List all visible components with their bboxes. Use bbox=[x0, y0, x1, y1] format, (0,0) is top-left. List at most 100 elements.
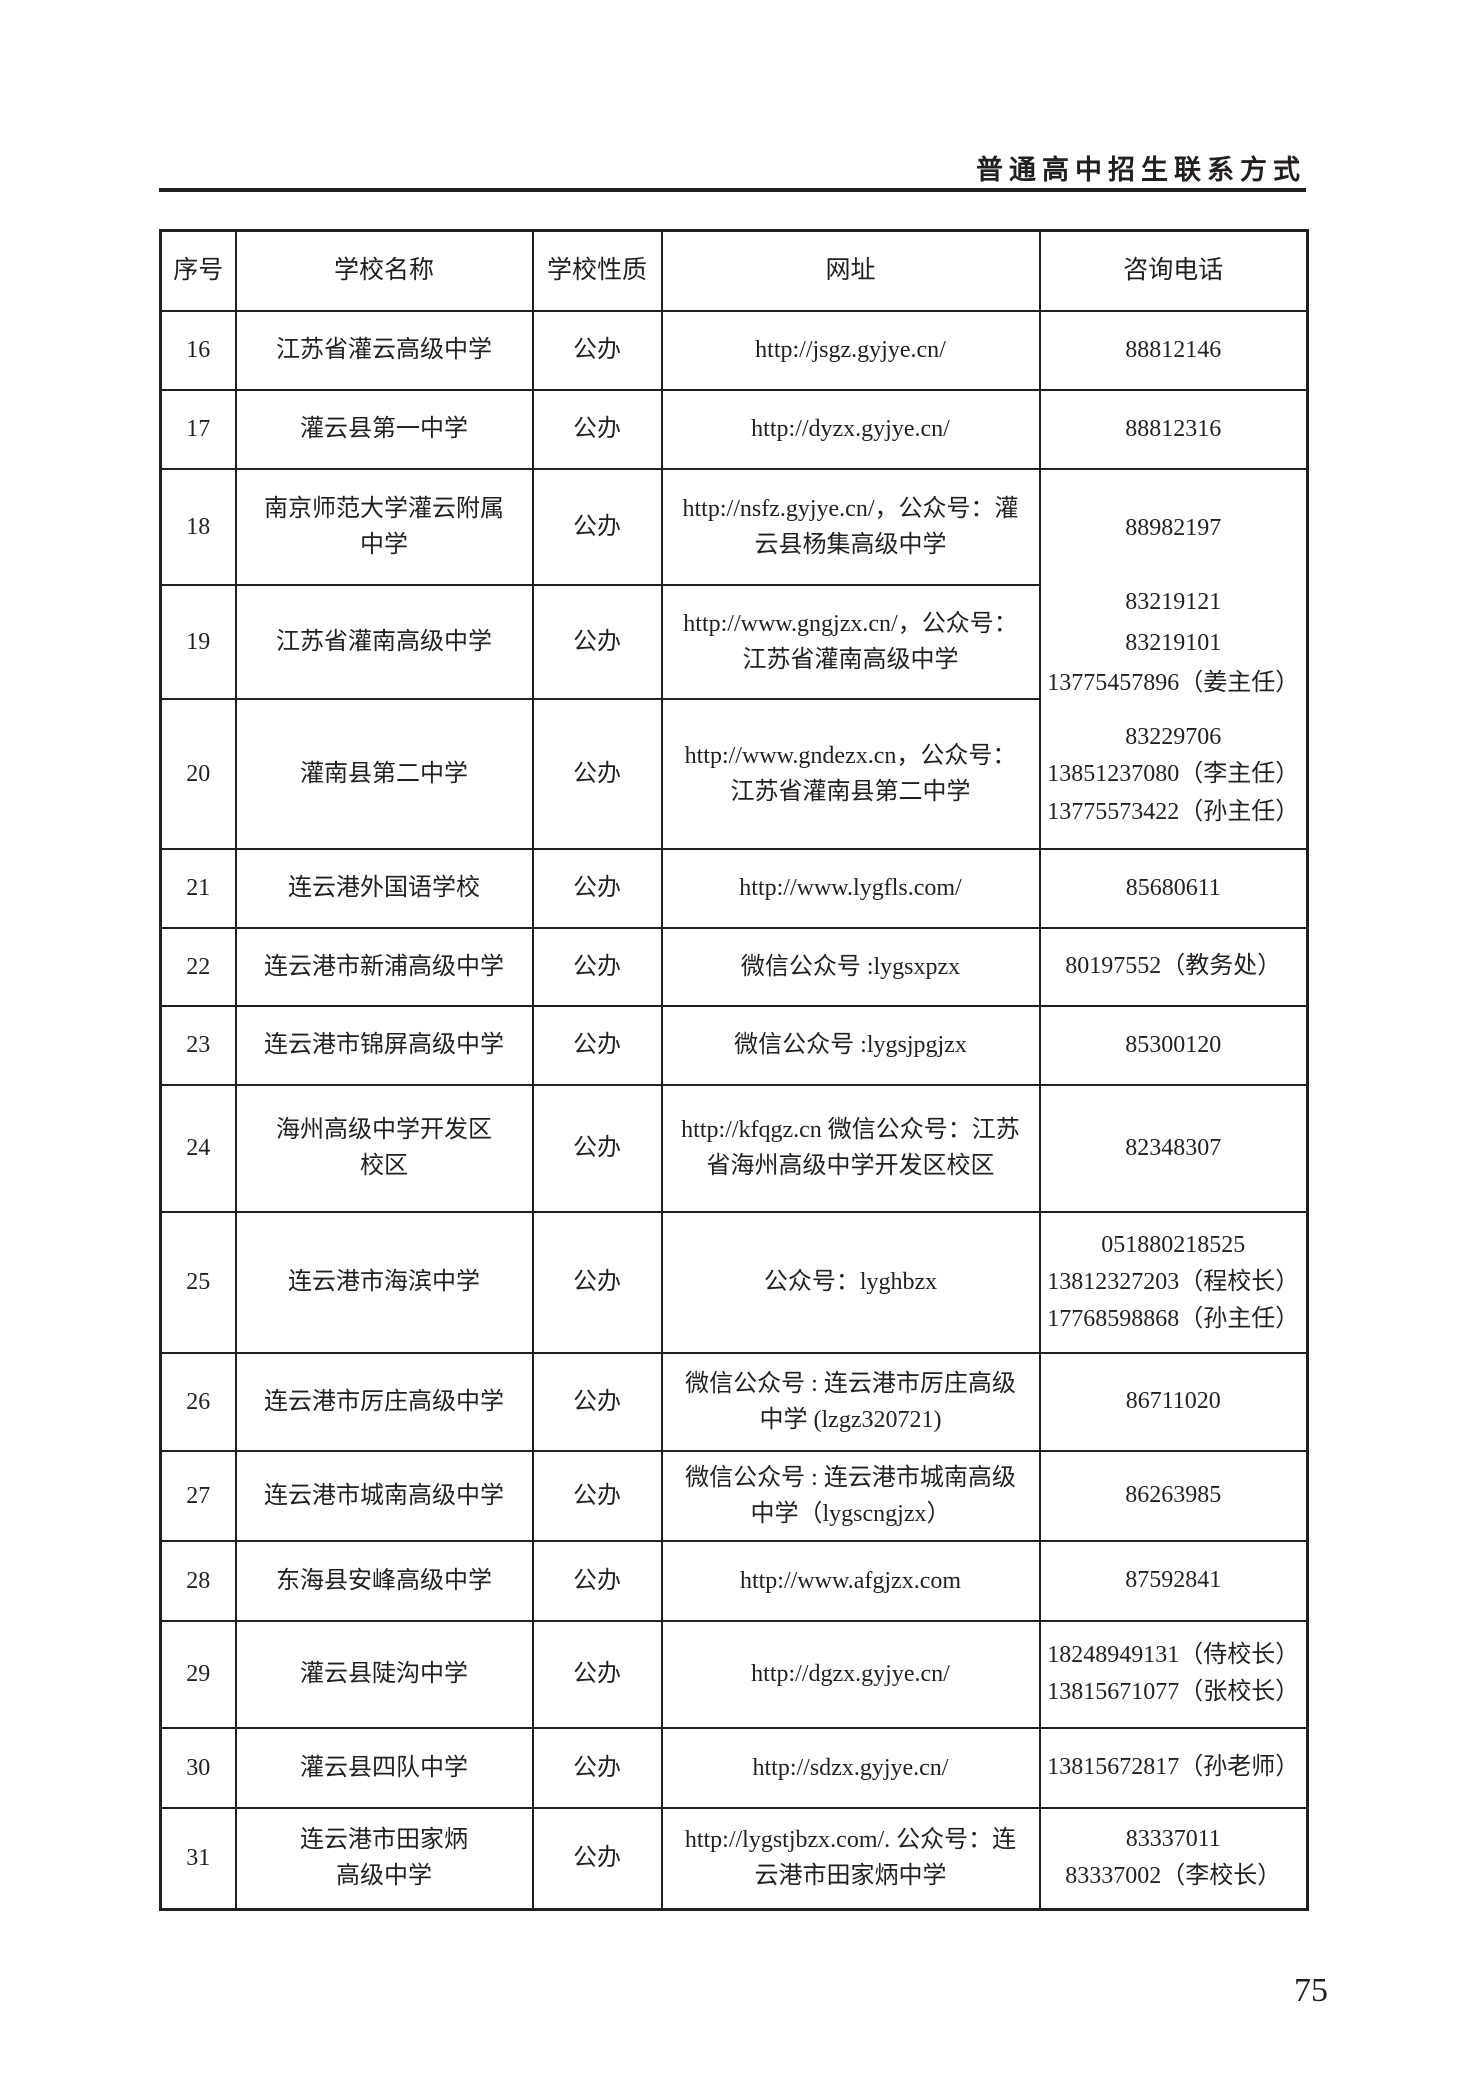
cell-type: 公办 bbox=[531, 697, 663, 850]
cell-phone: 85680611 bbox=[1038, 847, 1309, 929]
cell-type: 公办 bbox=[531, 1449, 663, 1542]
cell-no: 20 bbox=[159, 697, 237, 850]
cell-phone-merged: 88982197 83219121 83219101 13775457896（姜主任）… bbox=[1038, 467, 1309, 850]
cell-type: 公办 bbox=[531, 309, 663, 391]
cell-type: 公办 bbox=[531, 1539, 663, 1622]
cell-phone: 18248949131（侍校长） 13815671077（张校长） bbox=[1038, 1619, 1309, 1729]
cell-type: 公办 bbox=[531, 1726, 663, 1809]
phone-line: 85300120 bbox=[1125, 1031, 1222, 1058]
cell-no: 18 bbox=[159, 467, 237, 586]
phone-line: 13815671077（张校长） bbox=[1047, 1679, 1300, 1705]
phone-line: 83219101 bbox=[1125, 629, 1222, 656]
phone-line: 13775573422（孙主任） bbox=[1047, 798, 1300, 825]
cell-phone: 80197552（教务处） bbox=[1038, 926, 1309, 1007]
cell-type: 公办 bbox=[531, 1083, 663, 1213]
cell-name: 连云港市新浦高级中学 bbox=[234, 926, 534, 1007]
cell-url: http://dyzx.gyjye.cn/ bbox=[660, 388, 1041, 470]
cell-no: 30 bbox=[159, 1726, 237, 1809]
phone-line: 83337011 bbox=[1125, 1826, 1221, 1853]
table-row: 23 连云港市锦屏高级中学 公办 微信公众号 :lygsjpgjzx 85300120 bbox=[159, 1004, 1309, 1086]
cell-name: 连云港市锦屏高级中学 bbox=[234, 1004, 534, 1086]
cell-phone: 88812146 bbox=[1038, 309, 1309, 391]
cell-name: 连云港市海滨中学 bbox=[234, 1210, 534, 1354]
cell-name: 连云港市田家炳 高级中学 bbox=[234, 1806, 534, 1911]
cell-no: 24 bbox=[159, 1083, 237, 1213]
cell-name: 江苏省灌云高级中学 bbox=[234, 309, 534, 391]
cell-type: 公办 bbox=[531, 467, 663, 586]
cell-no: 25 bbox=[159, 1210, 237, 1354]
cell-type: 公办 bbox=[531, 388, 663, 470]
cell-type: 公办 bbox=[531, 1004, 663, 1086]
cell-no: 19 bbox=[159, 583, 237, 700]
table-row: 25 连云港市海滨中学 公办 公众号：lyghbzx 051880218525 13812… bbox=[159, 1210, 1309, 1354]
phone-line: 051880218525 bbox=[1101, 1231, 1246, 1258]
table-row: 17 灌云县第一中学 公办 http://dyzx.gyjye.cn/88812316 bbox=[159, 388, 1309, 470]
table-header-row: 序号 学校名称 学校性质 网址 咨询电话 bbox=[159, 229, 1309, 312]
cell-no: 27 bbox=[159, 1449, 237, 1542]
cell-url: http://kfqgz.cn 微信公众号：江苏 省海州高级中学开发区校区 bbox=[660, 1083, 1041, 1213]
table-row: 16 江苏省灌云高级中学 公办 http://jsgz.gyjye.cn/888121… bbox=[159, 309, 1309, 391]
header-url: 网址 bbox=[660, 229, 1041, 312]
cell-url: http://jsgz.gyjye.cn/ bbox=[660, 309, 1041, 391]
cell-phone: 87592841 bbox=[1038, 1539, 1309, 1622]
cell-url: http://www.lygfls.com/ bbox=[660, 847, 1041, 929]
table-row: 28 东海县安峰高级中学 公办 http://www.afgjzx.com 875928… bbox=[159, 1539, 1309, 1622]
cell-url: http://www.gndezx.cn，公众号： 江苏省灌南县第二中学 bbox=[660, 697, 1041, 850]
cell-name: 灌云县第一中学 bbox=[234, 388, 534, 470]
phone-line: 88812316 bbox=[1125, 415, 1222, 442]
phone-line: 86263985 bbox=[1125, 1482, 1222, 1508]
cell-type: 公办 bbox=[531, 1806, 663, 1911]
cell-type: 公办 bbox=[531, 1210, 663, 1354]
cell-name: 灌云县四队中学 bbox=[234, 1726, 534, 1809]
cell-no: 31 bbox=[159, 1806, 237, 1911]
phone-line: 13851237080（李主任） bbox=[1047, 760, 1300, 787]
cell-name: 海州高级中学开发区 校区 bbox=[234, 1083, 534, 1213]
cell-url: http://sdzx.gyjye.cn/ bbox=[660, 1726, 1041, 1809]
cell-type: 公办 bbox=[531, 583, 663, 700]
cell-no: 29 bbox=[159, 1619, 237, 1729]
phone-line: 86711020 bbox=[1125, 1388, 1221, 1414]
cell-url: http://nsfz.gyjye.cn/，公众号：灌 云县杨集高级中学 bbox=[660, 467, 1041, 586]
header-rule bbox=[159, 188, 1306, 192]
phone-line: 82348307 bbox=[1125, 1134, 1222, 1161]
cell-name: 灌南县第二中学 bbox=[234, 697, 534, 850]
table-row: 24 海州高级中学开发区 校区 公办 http://kfqgz.cn 微信公众号：江苏… bbox=[159, 1083, 1309, 1213]
cell-type: 公办 bbox=[531, 847, 663, 929]
cell-url: 微信公众号 :lygsjpgjzx bbox=[660, 1004, 1041, 1086]
table-row: 19 江苏省灌南高级中学 公办 http://www.gngjzx.cn/，公众号： … bbox=[159, 583, 1308, 700]
cell-phone: 85300120 bbox=[1038, 1004, 1309, 1086]
cell-url: http://www.gngjzx.cn/，公众号： 江苏省灌南高级中学 bbox=[660, 583, 1041, 700]
table-row: 27 连云港市城南高级中学 公办 微信公众号 : 连云港市城南高级 中学（lygscn… bbox=[159, 1449, 1309, 1542]
cell-name: 东海县安峰高级中学 bbox=[234, 1539, 534, 1622]
phone-line: 83229706 bbox=[1125, 723, 1222, 750]
cell-no: 26 bbox=[159, 1351, 237, 1452]
phone-line: 13775457896（姜主任） bbox=[1047, 669, 1300, 696]
phone-line: 17768598868（孙主任） bbox=[1047, 1305, 1300, 1332]
table-row: 22 连云港市新浦高级中学 公办 微信公众号 :lygsxpzx 80197552（教务… bbox=[159, 926, 1309, 1007]
header-name: 学校名称 bbox=[234, 229, 534, 312]
phone-line: 83337002（李校长） bbox=[1065, 1863, 1282, 1890]
cell-type: 公办 bbox=[531, 926, 663, 1007]
table-row: 18 南京师范大学灌云附属 中学 公办 http://nsfz.gyjye.cn/，公… bbox=[159, 467, 1309, 850]
table-row: 20 灌南县第二中学 公办 http://www.gndezx.cn，公众号： 江苏省… bbox=[159, 697, 1308, 850]
table-row: 31 连云港市田家炳 高级中学 公办 http://lygstjbzx.com/. 公… bbox=[159, 1806, 1309, 1911]
cell-url: http://dgzx.gyjye.cn/ bbox=[660, 1619, 1041, 1729]
table-row: 21 连云港外国语学校 公办 http://www.lygfls.com/856806… bbox=[159, 847, 1309, 929]
cell-name: 连云港市厉庄高级中学 bbox=[234, 1351, 534, 1452]
cell-phone: 13815672817（孙老师） bbox=[1038, 1726, 1309, 1809]
table-row: 30 灌云县四队中学 公办 http://sdzx.gyjye.cn/13815672… bbox=[159, 1726, 1309, 1809]
cell-phone: 86263985 bbox=[1038, 1449, 1309, 1542]
cell-phone: 051880218525 13812327203（程校长） 17768598868（… bbox=[1038, 1210, 1309, 1354]
phone-line: 88982197 bbox=[1125, 514, 1222, 541]
cell-name: 灌云县陡沟中学 bbox=[234, 1619, 534, 1729]
cell-name: 南京师范大学灌云附属 中学 bbox=[234, 467, 534, 586]
cell-name: 江苏省灌南高级中学 bbox=[234, 583, 534, 700]
cell-type: 公办 bbox=[531, 1351, 663, 1452]
cell-url: 微信公众号 :lygsxpzx bbox=[660, 926, 1041, 1007]
cell-phone: 88812316 bbox=[1038, 388, 1309, 470]
phone-line: 80197552（教务处） bbox=[1065, 953, 1282, 979]
table-row: 29 灌云县陡沟中学 公办 http://dgzx.gyjye.cn/18248949… bbox=[159, 1619, 1309, 1729]
cell-no: 28 bbox=[159, 1539, 237, 1622]
header-type: 学校性质 bbox=[531, 229, 663, 312]
cell-phone: 83337011 83337002（李校长） bbox=[1038, 1806, 1309, 1911]
